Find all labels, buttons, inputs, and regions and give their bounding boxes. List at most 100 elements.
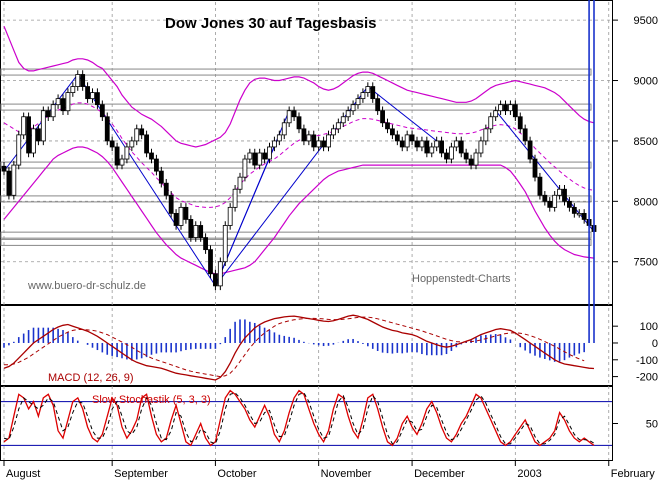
candle-body	[350, 104, 356, 112]
candle-body	[478, 140, 484, 154]
candle-body	[458, 140, 464, 154]
candle-body	[114, 146, 120, 166]
level-bar	[0, 238, 592, 246]
candle-body	[227, 206, 233, 226]
candle-body	[527, 140, 533, 160]
candle-body	[404, 134, 410, 148]
candle-body	[473, 152, 479, 166]
candle-body	[158, 170, 164, 184]
candle-body	[21, 116, 27, 136]
trend-line	[367, 86, 437, 142]
candle-body	[75, 74, 81, 87]
candle-body	[547, 200, 553, 208]
x-tick-label: February	[611, 468, 656, 480]
trend-line	[214, 110, 290, 287]
x-tick-label: September	[114, 468, 168, 480]
candle-body	[154, 158, 159, 172]
candle-body	[203, 237, 208, 251]
bollinger-lower	[3, 146, 595, 275]
candle-body	[104, 116, 110, 142]
candle-body	[1, 165, 7, 172]
candle-body	[139, 128, 145, 136]
candle-body	[291, 110, 297, 118]
candle-body	[36, 128, 41, 142]
candle-body	[557, 188, 562, 196]
candle-body	[198, 225, 204, 238]
macd-label: MACD (12, 26, 9)	[48, 372, 134, 384]
candle-body	[316, 140, 322, 148]
macd-line	[3, 314, 595, 381]
price-tick-label: 9000	[634, 76, 658, 88]
candle-body	[562, 188, 567, 202]
candle-body	[429, 146, 435, 154]
candle-body	[340, 116, 346, 124]
candle-body	[453, 140, 459, 148]
candle-body	[237, 176, 243, 190]
candle-body	[16, 134, 22, 166]
candle-body	[45, 110, 51, 118]
candle-body	[321, 140, 326, 148]
candle-body	[532, 158, 538, 178]
candle-body	[26, 116, 31, 154]
candle-body	[252, 152, 258, 166]
candle-body	[109, 140, 115, 148]
candle-body	[434, 140, 440, 148]
bollinger-middle	[3, 102, 595, 208]
candle-body	[134, 128, 140, 142]
candle-body	[257, 152, 263, 166]
macd-tick-label: 100	[640, 321, 658, 333]
stochastic-tick-label: 50	[646, 419, 658, 431]
x-tick-label: August	[6, 468, 40, 480]
macd-series	[3, 0, 595, 381]
candle-body	[65, 92, 71, 112]
candle-body	[119, 158, 125, 166]
candle-body	[262, 152, 267, 160]
candle-body	[40, 110, 46, 142]
candle-body	[178, 206, 184, 226]
candle-body	[149, 152, 154, 160]
candle-body	[267, 146, 272, 160]
candle-body	[370, 86, 376, 100]
candle-body	[276, 134, 282, 142]
candle-body	[85, 86, 90, 100]
candle-body	[50, 104, 56, 118]
candle-body	[213, 273, 218, 287]
macd-tick-label: 0	[652, 338, 658, 350]
candle-body	[380, 110, 385, 124]
candle-body	[552, 194, 558, 208]
candle-body	[571, 206, 577, 214]
candle-body	[232, 188, 238, 208]
candle-body	[449, 146, 454, 160]
candle-body	[90, 92, 95, 100]
candle-body	[60, 98, 66, 112]
watermark-right: Hoppenstedt-Charts	[412, 273, 511, 285]
candle-body	[11, 164, 17, 196]
candle-body	[331, 128, 336, 136]
candle-body	[522, 128, 528, 142]
stochastic-line	[3, 389, 595, 447]
candle-body	[517, 116, 523, 130]
candle-body	[576, 212, 582, 216]
candle-body	[439, 140, 444, 154]
candle-body	[581, 212, 587, 220]
candle-body	[390, 128, 395, 136]
candle-body	[468, 158, 474, 166]
x-tick-label: 2003	[517, 468, 541, 480]
candle-body	[217, 261, 223, 287]
y-tick-labels: 9500 9000 8500 8000 7500 100 0 -100 -200 50	[612, 15, 658, 431]
candle-body	[168, 194, 174, 214]
stochastic-series	[1, 389, 612, 447]
candle-body	[6, 170, 12, 196]
level-bar	[0, 68, 592, 76]
x-tick-label: December	[414, 468, 465, 480]
candle-body	[542, 194, 548, 202]
candle-body	[355, 98, 361, 106]
x-axis-labels: August September October November December 20…	[3, 460, 656, 480]
candle-body	[222, 225, 228, 263]
x-tick-label: November	[321, 468, 372, 480]
candle-body	[301, 128, 307, 142]
stochastic-signal-line	[3, 392, 595, 445]
candle-body	[286, 110, 292, 124]
candle-body	[296, 116, 302, 130]
